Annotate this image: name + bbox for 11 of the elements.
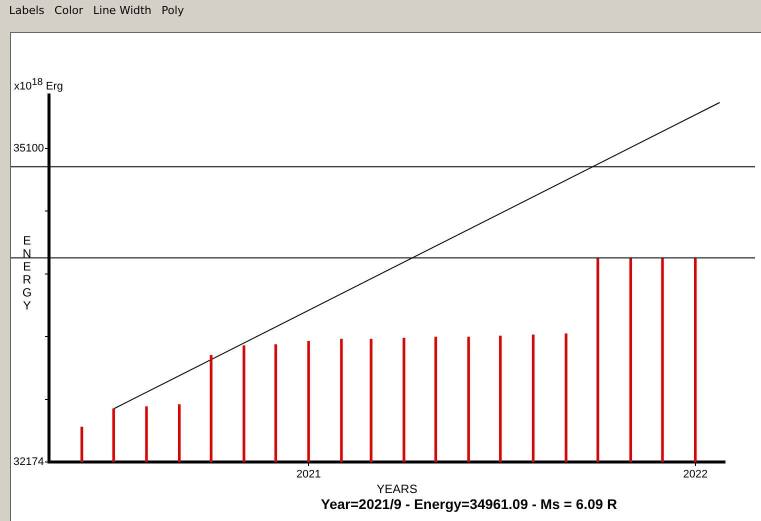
y-tick-label: 32174 bbox=[13, 456, 44, 468]
text: Line Width bbox=[93, 4, 152, 17]
x-tick-label: 2021 bbox=[296, 468, 321, 481]
x-axis-title: YEARS bbox=[376, 482, 418, 496]
x-tick-label: 2022 bbox=[683, 468, 708, 481]
y-tick-label: 35100 bbox=[13, 142, 44, 155]
text: Labels bbox=[9, 4, 44, 17]
y-axis-title: ENERGY bbox=[22, 234, 32, 312]
text: Color bbox=[54, 4, 84, 17]
text: Poly bbox=[162, 4, 184, 17]
text: Year=2021/9 - Energy=34961.09 - Ms = 6.09 R bbox=[320, 496, 618, 512]
